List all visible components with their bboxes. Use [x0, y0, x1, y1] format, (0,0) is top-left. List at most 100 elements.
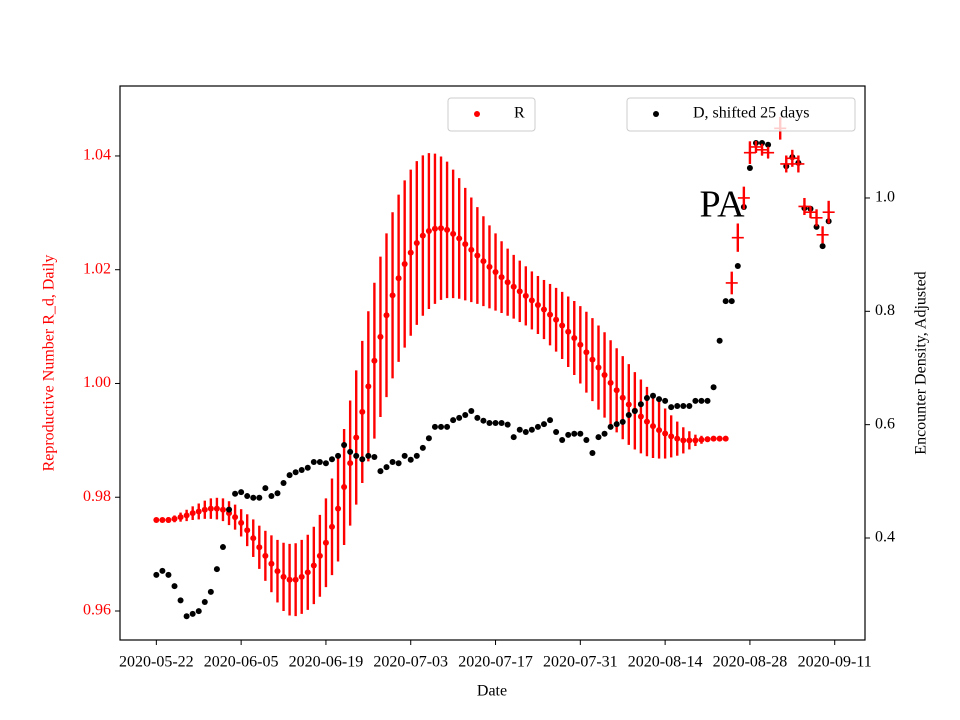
y-tick-label: 0.96 — [83, 602, 111, 619]
legend-label: D, shifted 25 days — [693, 105, 809, 122]
data-point — [401, 452, 408, 459]
data-point — [565, 328, 572, 335]
cross-marker — [731, 231, 744, 244]
legend-marker — [653, 111, 659, 117]
data-point — [625, 401, 632, 408]
cross-marker — [762, 146, 775, 159]
data-point — [201, 506, 208, 513]
x-tick-label: 2020-06-19 — [289, 654, 364, 671]
data-point — [710, 435, 717, 442]
data-point — [431, 225, 438, 232]
cross-marker — [756, 143, 769, 156]
data-point — [540, 421, 547, 428]
data-point — [177, 514, 184, 521]
data-point — [207, 588, 214, 595]
data-point — [438, 225, 445, 232]
data-point — [431, 423, 438, 430]
data-point — [159, 516, 166, 523]
data-point — [601, 371, 608, 378]
data-point — [195, 608, 202, 615]
data-point — [534, 423, 541, 430]
data-point — [680, 402, 687, 409]
data-point — [601, 430, 608, 437]
data-point — [310, 562, 317, 569]
data-point — [171, 515, 178, 522]
data-point — [456, 235, 463, 242]
data-point — [444, 423, 451, 430]
data-point — [425, 228, 432, 235]
data-point — [516, 288, 523, 295]
data-point — [540, 306, 547, 313]
data-point — [765, 141, 772, 148]
data-point — [492, 419, 499, 426]
data-point — [419, 232, 426, 239]
data-point — [637, 401, 644, 408]
data-point — [322, 539, 329, 546]
data-point — [589, 356, 596, 363]
data-point — [244, 493, 251, 500]
data-point — [316, 552, 323, 559]
data-point — [559, 322, 566, 329]
x-tick-label: 2020-07-31 — [543, 654, 618, 671]
data-point — [450, 417, 457, 424]
cross-marker — [743, 146, 756, 159]
data-point — [213, 566, 220, 573]
data-point — [377, 468, 384, 475]
data-point — [353, 452, 360, 459]
cross-marker — [792, 157, 805, 170]
data-point — [692, 397, 699, 404]
data-point — [207, 505, 214, 512]
data-point — [613, 387, 620, 394]
data-point — [262, 552, 269, 559]
data-point — [571, 430, 578, 437]
data-point — [522, 292, 529, 299]
data-point — [522, 429, 529, 436]
data-point — [462, 412, 469, 419]
data-point — [250, 494, 257, 501]
y-tick-label: 0.98 — [83, 488, 111, 505]
data-point — [183, 512, 190, 519]
data-point — [474, 414, 481, 421]
data-point — [637, 413, 644, 420]
data-point — [419, 444, 426, 451]
plot-frame — [119, 85, 866, 641]
data-point — [504, 421, 511, 428]
data-point — [347, 460, 354, 467]
data-point — [528, 426, 535, 433]
data-point — [256, 494, 263, 501]
x-tick-label: 2020-09-11 — [798, 654, 872, 671]
cross-marker — [780, 157, 793, 170]
y2-tick-label: 0.4 — [875, 529, 895, 546]
data-point — [316, 459, 323, 466]
data-point — [328, 523, 335, 530]
data-point — [189, 510, 196, 517]
legend-box — [626, 97, 856, 132]
data-point — [686, 437, 693, 444]
data-point — [153, 571, 160, 578]
data-point — [656, 396, 663, 403]
data-point — [250, 535, 257, 542]
cross-marker — [737, 191, 750, 204]
data-point — [238, 519, 245, 526]
data-point — [298, 573, 305, 580]
data-point — [650, 423, 657, 430]
data-point — [813, 223, 820, 230]
data-point — [462, 241, 469, 248]
data-point — [341, 442, 348, 449]
data-point — [819, 243, 826, 250]
data-point — [498, 419, 505, 426]
annotation: PA — [699, 184, 745, 226]
data-point — [698, 397, 705, 404]
data-point — [292, 576, 299, 583]
cross-marker — [822, 206, 835, 219]
data-point — [328, 456, 335, 463]
data-point — [668, 404, 675, 411]
cross-marker — [804, 206, 817, 219]
data-point — [613, 421, 620, 428]
data-point — [262, 485, 269, 492]
data-point — [450, 230, 457, 237]
data-point — [607, 379, 614, 386]
data-point — [504, 279, 511, 286]
data-point — [280, 573, 287, 580]
data-point — [304, 569, 311, 576]
